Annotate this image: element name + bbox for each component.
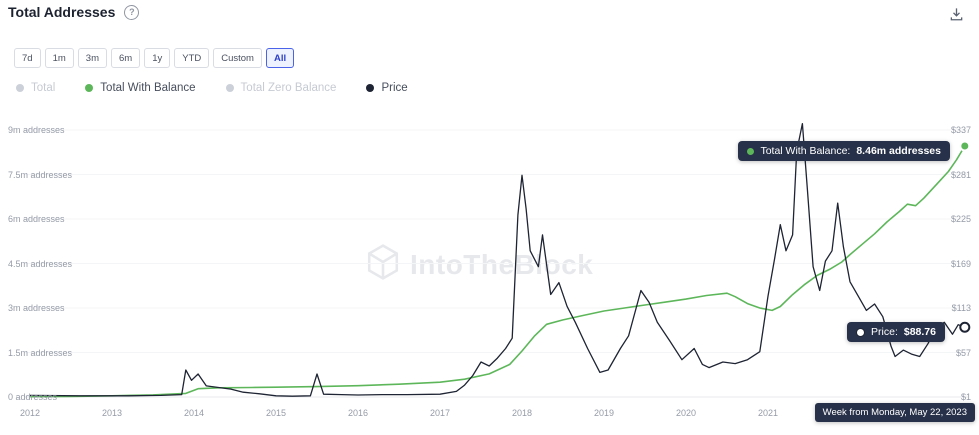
range-button-ytd[interactable]: YTD [174,48,210,68]
y-axis-label-right: $337 [950,125,971,135]
range-button-6m[interactable]: 6m [110,48,141,68]
y-axis-label-left: 1.5m addresses [8,347,73,358]
series-line-total-with-balance [29,145,966,398]
download-button[interactable] [947,5,966,27]
legend-item-total[interactable]: Total [16,82,55,94]
x-axis-label: 2015 [265,408,287,418]
y-axis-label-right: $1 [960,392,971,402]
legend-label: Total Zero Balance [240,82,337,94]
chart-area: IntoTheBlock 9m addresses 7.5m addresses 6… [0,120,979,435]
legend-dot [16,84,24,92]
x-axis-label: 2012 [19,408,41,418]
legend-dot [85,84,94,92]
page-title: Total Addresses [8,4,116,20]
range-button-7d[interactable]: 7d [14,48,41,68]
x-axis-label: 2018 [511,408,533,418]
range-button-1m[interactable]: 1m [44,48,74,68]
y-axis-label-right: $169 [950,258,971,269]
legend-item-total-with-balance[interactable]: Total With Balance [85,82,196,94]
balance-tooltip-dot [747,147,755,155]
range-selector: 7d 1m 3m 6m 1y YTD Custom All [14,48,295,68]
y-axis-label-right: $225 [950,214,971,224]
y-axis-label-left: 7.5m addresses [8,169,73,180]
balance-tooltip-label: Total With Balance: [760,145,851,157]
x-axis-label: 2021 [757,408,779,418]
price-tooltip-dot [856,327,866,337]
y-axis-label-left: 0 addresses [8,392,58,402]
legend-dot [366,84,375,92]
x-axis-label: 2017 [429,408,451,418]
header: Total Addresses ? [8,4,140,20]
price-tooltip-label: Price: [871,326,898,338]
legend-label: Price [381,82,408,94]
legend-label: Total [31,82,56,94]
y-axis-label-right: $113 [951,303,971,313]
y-axis-label-right: $281 [950,169,971,180]
chart-plot[interactable] [0,120,979,435]
y-axis-label-left: 9m addresses [8,125,65,135]
x-axis-label: 2016 [347,408,369,418]
price-tooltip: Price: $88.76 [847,322,945,342]
x-axis-label: 2019 [593,408,615,418]
legend-item-price[interactable]: Price [366,82,408,94]
y-axis-label-left: 4.5m addresses [8,258,73,269]
range-button-custom[interactable]: Custom [213,48,262,68]
series-line-price [29,122,966,397]
x-axis-label: 2020 [675,408,697,418]
range-button-all[interactable]: All [265,48,295,68]
range-button-1y[interactable]: 1y [144,48,171,68]
legend-item-total-zero-balance[interactable]: Total Zero Balance [225,82,337,94]
legend: Total Total With Balance Total Zero Balanc… [16,82,408,94]
y-axis-label-left: 3m addresses [8,303,65,313]
y-axis-label-left: 6m addresses [8,214,65,224]
series-marker-total-with-balance [959,140,971,152]
date-tooltip: Week from Monday, May 22, 2023 [814,403,975,422]
x-axis-label: 2013 [101,408,123,418]
y-axis-label-right: $57 [955,347,971,358]
series-marker-price [959,321,971,333]
download-icon [949,8,964,25]
price-tooltip-value: $88.76 [903,326,936,338]
help-icon[interactable]: ? [124,4,140,20]
balance-tooltip-value: 8.46m addresses [856,145,941,157]
legend-dot [225,84,234,92]
range-button-3m[interactable]: 3m [77,48,107,68]
balance-tooltip: Total With Balance: 8.46m addresses [738,141,950,161]
legend-label: Total With Balance [100,82,196,94]
x-axis-label: 2014 [183,408,205,418]
